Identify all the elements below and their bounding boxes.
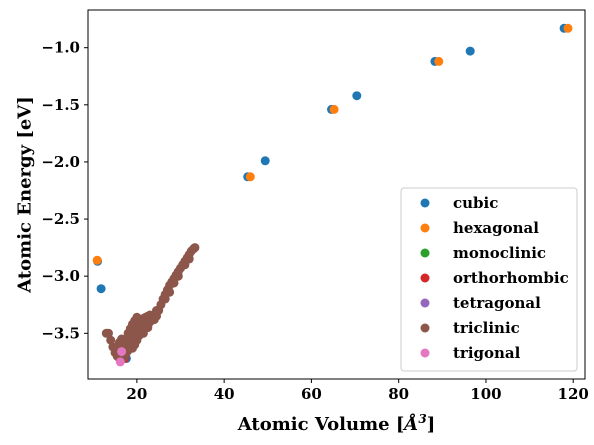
plot-frame — [87, 9, 586, 380]
y-axis-label: Atomic Energy [eV] — [14, 96, 35, 294]
y-tick-label: −1.5 — [41, 96, 80, 114]
data-point-trigonal — [117, 347, 127, 357]
legend-box — [400, 187, 578, 372]
legend-marker — [420, 273, 430, 283]
legend-marker — [420, 298, 430, 308]
legend-item-label: trigonal — [453, 344, 521, 362]
data-point-triclinic — [106, 335, 116, 345]
x-axis-label: Atomic Volume [Å3] — [237, 412, 435, 435]
legend-marker — [420, 348, 430, 358]
y-axis: −3.5 −3.0 −2.5 −2.0 −1.5 −1.0 — [41, 39, 88, 342]
points-layer — [92, 23, 573, 367]
legend-item-label: hexagonal — [453, 219, 539, 237]
legend-item-label: triclinic — [453, 319, 520, 337]
x-tick-label: 60 — [301, 385, 322, 403]
data-point-cubic — [260, 156, 270, 166]
y-tick-label: −1.0 — [41, 39, 80, 57]
legend: cubic hexagonal monoclinic orthorhombic tetr… — [400, 187, 578, 372]
legend-item-label: cubic — [453, 194, 498, 212]
y-tick-label: −2.5 — [41, 210, 80, 228]
data-point-hexagonal — [92, 255, 102, 265]
data-point-triclinic — [160, 294, 170, 304]
x-tick-label: 100 — [470, 385, 501, 403]
data-point-hexagonal — [434, 56, 444, 66]
data-point-hexagonal — [245, 172, 255, 182]
data-point-trigonal — [115, 357, 125, 367]
data-point-triclinic — [169, 278, 179, 288]
y-tick-label: −3.0 — [41, 267, 80, 285]
data-point-triclinic — [145, 317, 155, 327]
legend-marker — [420, 323, 430, 333]
y-tick-label: −2.0 — [41, 153, 80, 171]
legend-marker — [420, 223, 430, 233]
data-point-triclinic — [165, 287, 175, 297]
data-point-triclinic — [152, 306, 161, 315]
data-point-triclinic — [173, 271, 183, 281]
data-point-hexagonal — [563, 23, 573, 33]
y-tick-label: −3.5 — [41, 324, 80, 342]
x-tick-label: 20 — [126, 385, 147, 403]
data-point-cubic — [352, 91, 362, 101]
data-point-triclinic — [101, 328, 111, 338]
data-point-hexagonal — [329, 104, 339, 114]
legend-item-label: tetragonal — [453, 294, 541, 312]
x-tick-label: 80 — [388, 385, 409, 403]
legend-marker — [420, 248, 430, 258]
data-point-triclinic — [125, 337, 134, 347]
legend-marker — [420, 198, 430, 208]
data-point-cubic — [96, 284, 106, 294]
data-point-triclinic — [190, 243, 200, 253]
legend-item-label: orthorhombic — [453, 269, 569, 287]
x-axis: 20 40 60 80 100 120 — [126, 379, 589, 403]
data-point-cubic — [465, 46, 475, 56]
data-point-triclinic — [184, 254, 194, 264]
x-tick-label: 40 — [214, 385, 235, 403]
legend-item-label: monoclinic — [453, 244, 546, 262]
x-tick-label: 120 — [558, 385, 589, 403]
